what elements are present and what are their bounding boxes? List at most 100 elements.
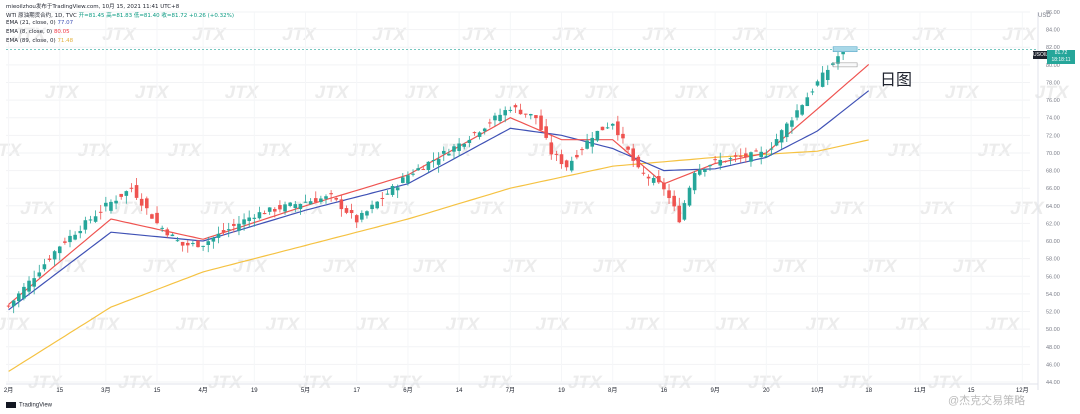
candle-up [790,120,794,127]
candle-up [810,91,815,93]
candle-down [559,154,564,165]
candles [6,46,845,314]
watermark-text: JTX [886,140,923,160]
candle-down [564,160,569,168]
candle-down [150,214,154,219]
candle-up [267,207,272,212]
ema-89-legend[interactable]: EMA (89, close, 0) 71.48 [6,38,73,44]
watermark-text: JTX [919,198,956,218]
x-tick-label: 12月 [1016,387,1029,394]
watermark-text: JTX [739,198,776,218]
candle-up [585,140,589,149]
candle-up [73,234,77,240]
y-tick-label: 50.00 [1046,327,1060,333]
x-tick-label: 19 [558,388,565,394]
x-tick-label: 2月 [4,387,13,394]
candle-up [493,115,497,121]
candle-up [68,235,72,243]
price-axis: 44.00 46.00 48.00 50.00 52.00 54.00 56.00 58.00… [1037,10,1060,390]
candle-up [749,152,753,162]
candle-down [98,211,103,213]
candle-down [641,172,646,174]
candle-down [134,185,139,198]
candle-down [600,126,605,131]
y-tick-label: 58.00 [1046,257,1060,263]
candle-up [825,69,830,80]
candle-up [11,300,16,307]
symbol-line: WTI 原油期货合约, 1D, TVC 开=81.45 高=81.83 低=81… [6,11,234,19]
candle-up [303,201,308,203]
candle-up [57,246,62,254]
x-tick-label: 5月 [301,387,310,394]
candle-up [206,241,211,245]
candle-up [32,278,36,287]
y-tick-label: 72.00 [1046,133,1060,139]
candle-up [324,196,328,199]
candle-up [503,110,507,116]
candle-up [52,251,57,260]
footer-brand[interactable]: TradingView [6,402,52,409]
candle-down [539,115,543,130]
watermark-text: JTX [583,82,620,102]
candle-up [395,187,400,191]
candle-up [247,217,251,222]
watermark-text: JTX [0,140,23,160]
candle-up [728,158,733,160]
candle-down [616,121,620,136]
highlight-box-lower [832,62,858,68]
watermark-text: JTX [469,198,506,218]
ema-21-legend[interactable]: EMA (21, close, 0) 77.07 [6,20,73,26]
watermark-text: JTX [821,24,858,44]
watermark-text: JTX [804,314,841,334]
candle-up [114,200,118,204]
x-tick-label: 10月 [811,387,824,394]
candle-up [42,264,47,270]
ema-8-legend[interactable]: EMA (8, close, 0) 80.05 [6,29,70,35]
candle-down [196,240,200,248]
candle-down [631,148,635,161]
watermark-text: JTX [649,198,686,218]
symbol-name: WTI 原油期货合约, 1D, TVC [6,13,77,19]
watermark-text: JTX [43,82,80,102]
candle-up [805,97,810,107]
watermark-text: JTX [1009,198,1046,218]
candle-down [278,205,282,210]
candle-up [283,204,287,212]
candle-up [697,169,702,175]
candle-down [313,198,318,203]
candle-up [436,158,441,165]
candle-up [431,160,436,162]
candle-down [334,197,339,200]
candle-down [677,205,682,223]
candle-down [575,154,579,158]
candle-up [124,191,129,196]
x-tick-label: 19 [251,388,258,394]
watermark-text: JTX [231,256,268,276]
candle-up [160,227,164,229]
y-tick-label: 46.00 [1046,362,1060,368]
candle-up [390,185,395,195]
watermark-text: JTX [771,256,808,276]
candle-down [626,146,630,150]
candle-down [180,241,185,246]
candle-up [815,81,820,86]
x-tick-label: 15 [968,388,975,394]
watermark-text: JTX [559,198,596,218]
candle-up [682,203,687,220]
candle-up [569,160,574,171]
symbol-tag: USOIL [1033,51,1049,59]
watermark-text: JTX [853,82,890,102]
candle-down [155,212,159,224]
candle-up [211,237,216,242]
candle-down [580,149,584,151]
watermark-text: JTX [264,314,301,334]
candle-up [703,169,707,172]
x-tick-label: 4月 [198,387,207,394]
candle-up [411,173,415,175]
candle-down [232,223,236,226]
candle-up [191,243,195,245]
y-tick-label: 86.00 [1046,10,1060,16]
candle-up [37,272,42,277]
candle-up [467,139,472,144]
candle-up [104,202,108,207]
